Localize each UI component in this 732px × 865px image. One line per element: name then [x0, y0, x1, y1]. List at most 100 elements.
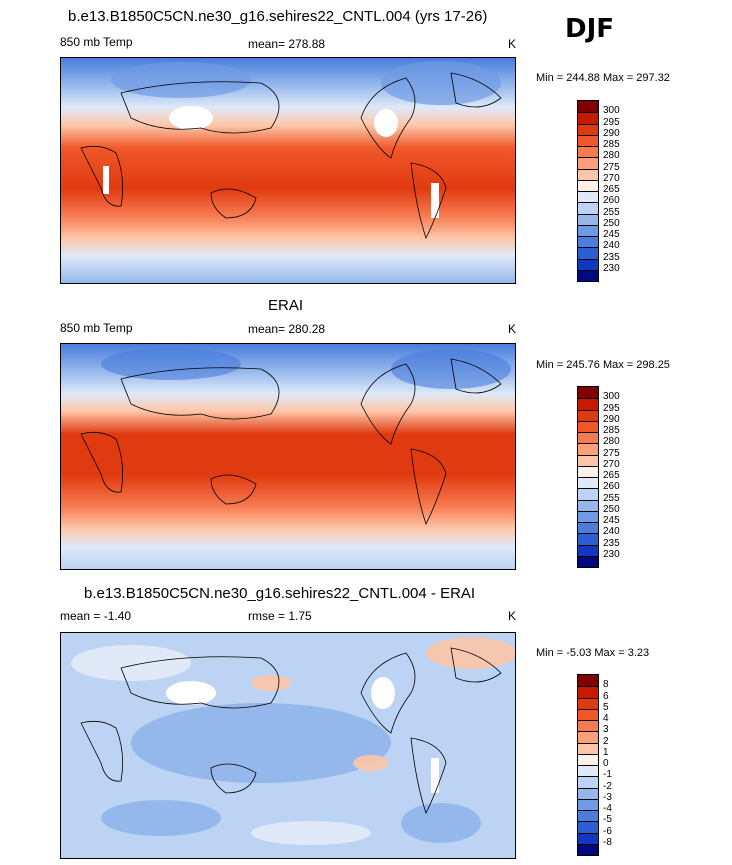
colorbar-tick-label: 5: [603, 701, 609, 713]
minmax-label: Min = 245.76 Max = 298.25: [536, 359, 670, 371]
colorbar-tick-label: 275: [603, 161, 620, 173]
temperature-map: [60, 343, 516, 570]
colorbar-tick-label: 265: [603, 184, 620, 195]
colorbar-segment: [578, 123, 598, 135]
colorbar-tick-label: 230: [603, 262, 620, 274]
colorbar-segment: [578, 765, 598, 777]
panel-title: b.e13.B1850C5CN.ne30_g16.sehires22_CNTL.…: [84, 585, 476, 602]
colorbar-segment: [578, 787, 598, 799]
season-label: DJF: [565, 14, 615, 44]
colorbar-tick-label: 250: [603, 217, 620, 229]
colorbar-segment: [578, 821, 598, 833]
colorbar-segment: [578, 420, 598, 432]
colorbar-segment: [578, 236, 598, 248]
colorbar-tick-label: 290: [603, 127, 620, 139]
colorbar-segment: [578, 776, 598, 788]
colorbar-segment: [578, 398, 598, 410]
land-patches: [111, 61, 501, 105]
colorbar-tick-label: 275: [603, 447, 620, 459]
colorbar-tick-label: -1: [603, 769, 612, 781]
colorbar-tick-label: 240: [603, 526, 620, 538]
colorbar-segment: [578, 157, 598, 169]
colorbar-segment: [578, 510, 598, 522]
colorbar-tick-label: -8: [603, 836, 612, 848]
colorbar-segment: [578, 488, 598, 500]
rmse-label: rmse = 1.75: [248, 609, 312, 623]
colorbar-tick-label: 290: [603, 413, 620, 425]
panel-title: ERAI: [268, 297, 304, 314]
colorbar-segment: [578, 499, 598, 511]
colorbar-tick-label: 1: [603, 746, 609, 758]
colorbar: [577, 386, 599, 568]
colorbar: [577, 100, 599, 282]
colorbar-segment: [578, 720, 598, 732]
colorbar-segment: [578, 146, 598, 158]
colorbar-tick-label: 250: [603, 503, 620, 515]
colorbar-tick-label: 4: [603, 713, 609, 724]
colorbar-segment: [578, 134, 598, 146]
colorbar-tick-label: 2: [603, 735, 609, 747]
colorbar-segment: [578, 247, 598, 259]
colorbar-tick-label: 240: [603, 240, 620, 252]
variable-label: 850 mb Temp: [60, 321, 133, 335]
mean-label: mean = -1.40: [60, 609, 132, 623]
colorbar-tick-label: 260: [603, 195, 620, 207]
units-label: K: [508, 322, 517, 336]
colorbar-segment: [578, 224, 598, 236]
colorbar-tick-label: 295: [603, 402, 620, 414]
colorbar-segment: [578, 477, 598, 489]
colorbar-segment: [578, 179, 598, 191]
colorbar-tick-label: -3: [603, 791, 612, 803]
colorbar-tick-label: 245: [603, 229, 620, 240]
colorbar-segment: [578, 202, 598, 214]
colorbar-segment: [578, 832, 598, 844]
panel-title: b.e13.B1850C5CN.ne30_g16.sehires22_CNTL.…: [68, 8, 488, 25]
colorbar-segment: [578, 269, 598, 281]
colorbar-tick-label: 300: [603, 105, 620, 117]
colorbar-tick-label: 280: [603, 436, 620, 448]
colorbar-segment: [578, 454, 598, 466]
colorbar-tick-label: 300: [603, 391, 620, 403]
colorbar-tick-label: 230: [603, 548, 620, 560]
colorbar-tick-label: 270: [603, 458, 620, 470]
colorbar-tick-label: -5: [603, 814, 612, 826]
colorbar-segment: [578, 258, 598, 270]
colorbar-tick-label: 235: [603, 251, 620, 263]
colorbar-tick-label: 285: [603, 139, 620, 150]
colorbar-tick-label: 260: [603, 481, 620, 493]
colorbar-segment: [578, 522, 598, 534]
minmax-label: Min = 244.88 Max = 297.32: [536, 72, 670, 84]
colorbar-tick-label: 3: [603, 724, 609, 736]
colorbar-segment: [578, 409, 598, 421]
colorbar-segment: [578, 168, 598, 180]
colorbar-segment: [578, 544, 598, 556]
colorbar-segment: [578, 112, 598, 124]
colorbar-segment: [578, 675, 598, 687]
temperature-map: [60, 57, 516, 284]
colorbar-segment: [578, 443, 598, 455]
mean-label: mean= 278.88: [248, 37, 326, 51]
colorbar-tick-label: 255: [603, 492, 620, 504]
colorbar-tick-label: 235: [603, 537, 620, 549]
colorbar-segment: [578, 731, 598, 743]
colorbar-tick-label: -6: [603, 825, 612, 837]
colorbar-segment: [578, 387, 598, 399]
colorbar-tick-label: 280: [603, 150, 620, 162]
colorbar: [577, 674, 599, 856]
mean-label: mean= 280.28: [248, 322, 326, 336]
colorbar-segment: [578, 432, 598, 444]
minmax-label: Min = -5.03 Max = 3.23: [536, 647, 650, 659]
colorbar-tick-label: 265: [603, 470, 620, 481]
colorbar-tick-label: -2: [603, 780, 612, 792]
colorbar-segment: [578, 465, 598, 477]
units-label: K: [508, 609, 517, 623]
colorbar-segment: [578, 686, 598, 698]
coastlines: [80, 72, 502, 240]
units-label: K: [508, 37, 517, 51]
colorbar-tick-label: 255: [603, 206, 620, 218]
colorbar-segment: [578, 742, 598, 754]
colorbar-tick-label: -4: [603, 803, 612, 814]
colorbar-segment: [578, 533, 598, 545]
colorbar-tick-label: 245: [603, 515, 620, 526]
colorbar-tick-label: 0: [603, 758, 609, 769]
